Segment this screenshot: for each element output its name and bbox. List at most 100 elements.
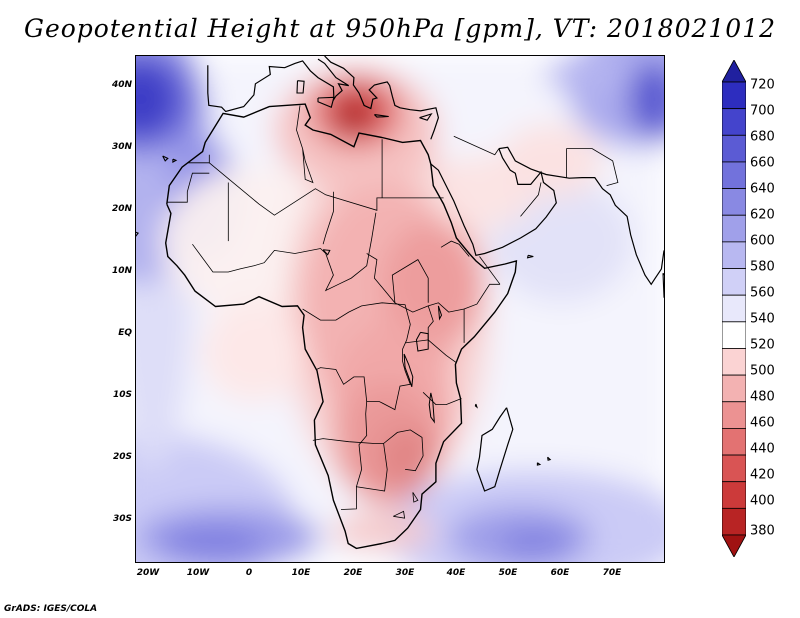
lon-label-30e: 30E	[395, 568, 415, 578]
lon-label-0: 0	[245, 568, 253, 578]
island-coastline	[419, 113, 433, 121]
colorbar-swatch	[722, 108, 746, 136]
arabia-coastline	[430, 148, 557, 257]
lon-label-20w: 20W	[136, 568, 160, 578]
island-coastline	[172, 158, 178, 164]
country-border	[302, 302, 411, 487]
colorbar-swatch	[722, 134, 746, 163]
madagascar-coastline	[476, 407, 514, 492]
country-border	[366, 253, 500, 313]
island-coastline	[296, 80, 305, 94]
country-border	[405, 339, 457, 364]
lat-label-eq: EQ	[118, 328, 132, 338]
colorbar-label: 720	[750, 77, 775, 93]
country-border	[393, 510, 406, 519]
colorbar-label: 380	[750, 523, 775, 539]
lat-label-30n: 30N	[111, 142, 132, 152]
colorbar-label: 580	[750, 259, 775, 275]
country-border	[422, 392, 462, 406]
colorbar-label: 620	[750, 207, 775, 223]
colorbar-label: 540	[750, 311, 775, 327]
colorbar-label: 560	[750, 285, 775, 301]
colorbar-label: 600	[750, 233, 775, 249]
height-field	[136, 56, 664, 562]
lat-label-20s: 20S	[112, 452, 132, 462]
island-coastline	[474, 403, 478, 409]
country-border	[383, 429, 424, 472]
colorbar-label: 640	[750, 181, 775, 197]
colorbar-swatch	[722, 188, 746, 216]
country-border	[302, 148, 314, 184]
country-border	[187, 154, 210, 164]
colorbar-label: 420	[750, 467, 775, 483]
lake-outline	[415, 331, 429, 352]
colorbar-swatch	[722, 428, 746, 456]
colorbar-swatch	[722, 161, 746, 189]
lon-label-40e: 40E	[446, 568, 466, 578]
map-panel[interactable]	[135, 55, 665, 563]
country-border	[192, 212, 377, 292]
colorbar-label: 460	[750, 415, 775, 431]
colorbar-label: 500	[750, 363, 775, 379]
lake-outline	[403, 353, 414, 387]
eastern-med-coastline	[324, 56, 440, 140]
country-border	[316, 367, 368, 402]
lat-label-10n: 10N	[111, 266, 132, 276]
country-border	[453, 135, 500, 156]
lon-label-60e: 60E	[550, 568, 570, 578]
island-coastline	[526, 254, 534, 259]
lon-label-50e: 50E	[498, 568, 518, 578]
colorbar-swatch	[722, 81, 746, 110]
colorbar	[722, 60, 746, 557]
lon-label-10e: 10E	[291, 568, 311, 578]
country-border	[566, 148, 619, 186]
colorbar-swatch	[722, 401, 746, 429]
colorbar-label: 520	[750, 337, 775, 353]
coastlines	[136, 56, 664, 550]
colorbar-swatch	[722, 454, 746, 483]
colorbar-label: 680	[750, 129, 775, 145]
lon-label-20e: 20E	[343, 568, 363, 578]
colorbar-swatch	[722, 507, 746, 536]
lat-label-20n: 20N	[111, 204, 132, 214]
colorbar-swatch	[722, 241, 746, 269]
island-coastline	[317, 96, 335, 108]
colorbar-swatch	[722, 481, 746, 509]
colorbar-bottom-arrow	[722, 534, 746, 557]
credit-footer: GrADS: IGES/COLA	[4, 604, 98, 614]
island-coastline	[547, 456, 552, 461]
colorbar-label: 700	[750, 103, 775, 119]
country-border	[209, 162, 444, 216]
colorbar-label: 660	[750, 155, 775, 171]
lake-outline	[437, 305, 443, 321]
geopotential-shading	[136, 56, 664, 562]
country-border	[312, 438, 388, 510]
colorbar-top-arrow	[722, 60, 746, 83]
lat-label-10s: 10S	[112, 390, 132, 400]
lake-outline	[322, 249, 331, 256]
lon-label-70e: 70E	[602, 568, 622, 578]
country-border	[166, 172, 210, 203]
lon-label-10w: 10W	[186, 568, 210, 578]
country-border	[520, 182, 542, 217]
country-border	[427, 305, 434, 340]
colorbar-swatch	[722, 348, 746, 376]
colorbar-swatch	[722, 214, 746, 243]
island-coastline	[162, 155, 169, 162]
lake-outline	[428, 392, 435, 424]
country-border	[440, 240, 470, 257]
island-coastline	[536, 462, 542, 466]
country-border	[391, 259, 429, 303]
country-border	[322, 191, 334, 245]
country-border	[479, 256, 501, 285]
asia-coastline	[498, 146, 664, 286]
colorbar-swatch	[722, 321, 746, 349]
country-border	[296, 105, 303, 149]
colorbar-swatch	[722, 268, 746, 296]
lat-label-30s: 30S	[112, 514, 132, 524]
africa-coastline	[164, 103, 518, 550]
island-coastline	[374, 114, 389, 118]
colorbar-label: 440	[750, 441, 775, 457]
colorbar-label: 480	[750, 389, 775, 405]
island-coastline	[662, 272, 664, 298]
